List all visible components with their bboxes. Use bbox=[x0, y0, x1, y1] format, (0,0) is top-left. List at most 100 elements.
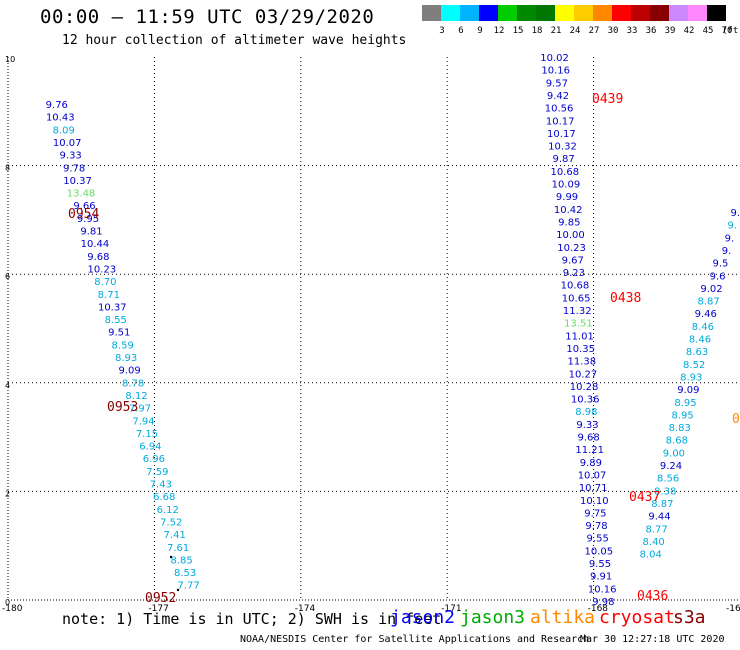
wave-height-label: 9.89 bbox=[580, 458, 602, 469]
legend-swatch bbox=[612, 5, 631, 21]
x-tick-label: -180 bbox=[2, 604, 23, 614]
legend-swatch bbox=[707, 5, 726, 21]
legend-swatch-label: 9 bbox=[477, 26, 483, 36]
wave-height-label: 10.07 bbox=[578, 470, 607, 481]
legend-swatch-label: 18 bbox=[531, 26, 543, 36]
legend-swatch bbox=[574, 5, 593, 21]
legend-swatch bbox=[517, 5, 536, 21]
wave-height-label: 8.78 bbox=[122, 378, 144, 389]
wave-height-label: 9.00 bbox=[663, 448, 685, 459]
wave-height-label: 11.32 bbox=[563, 306, 592, 317]
legend-swatch bbox=[441, 5, 460, 21]
wave-height-label: 8.68 bbox=[666, 436, 688, 447]
legend-swatch-label: 24 bbox=[569, 26, 581, 36]
wave-height-label: 8.56 bbox=[657, 474, 679, 485]
wave-height-label: 10.37 bbox=[63, 176, 92, 187]
wave-height-label: 9.99 bbox=[556, 192, 578, 203]
legend-swatch-label: 12 bbox=[493, 26, 505, 36]
wave-height-label: 9. bbox=[728, 221, 738, 232]
x-tick-label: -177 bbox=[148, 604, 168, 614]
wave-height-label: 8.77 bbox=[645, 524, 667, 535]
wave-height-label: 9.44 bbox=[648, 512, 670, 523]
legend-jason3: jason3 bbox=[460, 607, 526, 628]
time-label: 0437 bbox=[629, 490, 660, 505]
wave-height-label: 10.56 bbox=[545, 104, 574, 115]
wave-height-label: 8.38 bbox=[654, 486, 676, 497]
legend-swatch-label: 70 bbox=[721, 26, 733, 36]
legend-cryosat: cryosat bbox=[599, 607, 675, 628]
x-tick-label: -165 bbox=[726, 604, 740, 614]
wave-height-label: 8.59 bbox=[112, 340, 134, 351]
wave-height-label: 7.59 bbox=[146, 467, 168, 478]
wave-height-label: 10.44 bbox=[81, 239, 110, 250]
legend-swatch bbox=[536, 5, 555, 21]
wave-height-label: 9.81 bbox=[80, 227, 102, 238]
wave-height-label: 8.52 bbox=[683, 360, 705, 371]
wave-height-label: 8.46 bbox=[692, 322, 714, 333]
wave-height-label: 8.04 bbox=[640, 550, 662, 561]
wave-height-label: 13.51 bbox=[564, 319, 593, 330]
wave-height-label: 9. bbox=[730, 208, 740, 219]
y-tick-label: 10 bbox=[5, 55, 15, 64]
wave-height-label: 7.15 bbox=[136, 429, 158, 440]
wave-height-label: 10.23 bbox=[557, 243, 586, 254]
wave-height-label: 9.57 bbox=[546, 78, 568, 89]
wave-height-label: 13.48 bbox=[67, 189, 96, 200]
wave-height-label: 9.6 bbox=[710, 271, 726, 282]
time-label: 0 bbox=[732, 412, 740, 427]
wave-height-label: 9.66 bbox=[73, 201, 95, 212]
wave-height-label: 7.52 bbox=[160, 517, 182, 528]
chart-title: 00:00 — 11:59 UTC 03/29/2020 bbox=[40, 6, 375, 28]
time-label: 0438 bbox=[610, 291, 641, 306]
wave-height-label: 10.43 bbox=[46, 113, 75, 124]
legend-altika: altika bbox=[530, 607, 596, 628]
wave-height-label: 8.55 bbox=[105, 315, 127, 326]
wave-height-label: 6.96 bbox=[143, 454, 165, 465]
wave-height-label: 8.09 bbox=[53, 125, 75, 136]
wave-height-label: 9.78 bbox=[63, 163, 85, 174]
wave-height-label: 10.37 bbox=[98, 302, 127, 313]
wave-height-label: 7.43 bbox=[150, 480, 172, 491]
wave-height-label: 9. bbox=[725, 233, 735, 244]
wave-height-label: 9.67 bbox=[562, 255, 584, 266]
time-label: 0954 bbox=[68, 207, 99, 222]
legend-s3a: s3a bbox=[673, 607, 706, 628]
wave-height-label: 8.63 bbox=[686, 347, 708, 358]
wave-height-label: 8.70 bbox=[94, 277, 116, 288]
wave-height-label: 11.21 bbox=[575, 445, 604, 456]
wave-height-label: 10.28 bbox=[570, 382, 599, 393]
wave-height-label: 9.87 bbox=[553, 154, 575, 165]
legend-swatch bbox=[593, 5, 612, 21]
legend-swatch bbox=[650, 5, 669, 21]
wave-height-label: 10.36 bbox=[571, 395, 600, 406]
wave-height-label: 9.46 bbox=[695, 309, 717, 320]
data-point-marker bbox=[176, 588, 180, 592]
wave-height-label: 10.27 bbox=[569, 369, 598, 380]
time-label: 0952 bbox=[145, 591, 176, 606]
wave-height-label: 8.87 bbox=[651, 499, 673, 510]
wave-height-label: 6.94 bbox=[139, 442, 161, 453]
wave-height-label: 9.85 bbox=[558, 217, 580, 228]
legend-unit: (ft) bbox=[722, 26, 740, 36]
wave-height-label: 9.91 bbox=[590, 572, 612, 583]
wave-height-label: 10.35 bbox=[566, 344, 595, 355]
wave-height-label: 8.87 bbox=[697, 297, 719, 308]
legend-swatch-label: 45 bbox=[702, 26, 714, 36]
legend-swatch bbox=[555, 5, 574, 21]
wave-height-label: 7.94 bbox=[132, 416, 154, 427]
wave-height-label: 10.00 bbox=[556, 230, 585, 241]
wave-height-label: 6.68 bbox=[153, 492, 175, 503]
wave-height-label: 10.16 bbox=[588, 584, 617, 595]
wave-height-label: 8.46 bbox=[689, 335, 711, 346]
wave-height-label: 11.01 bbox=[565, 331, 594, 342]
wave-height-label: 10.68 bbox=[561, 281, 590, 292]
wave-height-label: 9.02 bbox=[700, 284, 722, 295]
legend-swatch-label: 42 bbox=[683, 26, 695, 36]
y-tick-label: 6 bbox=[5, 272, 10, 281]
wave-height-label: 8.93 bbox=[680, 372, 702, 383]
time-label: 0439 bbox=[592, 92, 623, 107]
legend-swatch-label: 3 bbox=[439, 26, 445, 36]
wave-height-label: 8.95 bbox=[674, 398, 696, 409]
wave-height-label: 8.40 bbox=[643, 537, 665, 548]
